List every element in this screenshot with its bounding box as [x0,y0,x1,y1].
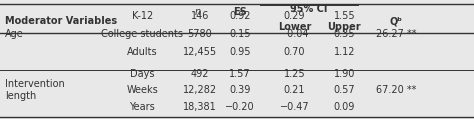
Text: 95% CI: 95% CI [290,4,328,14]
Text: 0.35: 0.35 [334,29,355,39]
Text: 67.20 **: 67.20 ** [375,85,416,95]
Text: Moderator Variables: Moderator Variables [5,16,117,26]
Text: 1.25: 1.25 [284,69,305,79]
Text: Years: Years [129,102,155,112]
Text: Adults: Adults [127,47,157,57]
Text: Age: Age [5,29,24,39]
Text: 26.27 **: 26.27 ** [375,29,416,39]
Text: 12,455: 12,455 [183,47,217,57]
Text: Intervention
length: Intervention length [5,79,64,101]
Text: 0.29: 0.29 [284,11,305,21]
Text: Qᵇ: Qᵇ [389,16,402,26]
Text: 1.55: 1.55 [334,11,355,21]
Text: Weeks: Weeks [127,85,158,95]
Text: −0.47: −0.47 [280,102,310,112]
Text: ES: ES [233,7,247,17]
Text: 0.09: 0.09 [334,102,355,112]
Text: Lower: Lower [278,22,311,32]
Text: 0.70: 0.70 [284,47,305,57]
Text: 492: 492 [191,69,209,79]
Text: 0.21: 0.21 [284,85,305,95]
Text: Days: Days [130,69,155,79]
Text: −0.20: −0.20 [225,102,255,112]
Text: 0.39: 0.39 [229,85,251,95]
Text: 146: 146 [191,11,209,21]
Text: 18,381: 18,381 [183,102,217,112]
Text: Upper: Upper [328,22,361,32]
Text: College students: College students [101,29,183,39]
Text: 0.92: 0.92 [229,11,251,21]
Text: 12,282: 12,282 [183,85,217,95]
Text: 0.95: 0.95 [229,47,251,57]
Text: 0.15: 0.15 [229,29,251,39]
Text: n: n [194,7,201,17]
Text: 1.90: 1.90 [334,69,355,79]
Text: 0.57: 0.57 [334,85,355,95]
Text: K-12: K-12 [132,11,153,21]
Text: 5780: 5780 [187,29,212,39]
Text: −0.04: −0.04 [280,29,310,39]
Text: 1.57: 1.57 [229,69,251,79]
Text: 1.12: 1.12 [334,47,355,57]
